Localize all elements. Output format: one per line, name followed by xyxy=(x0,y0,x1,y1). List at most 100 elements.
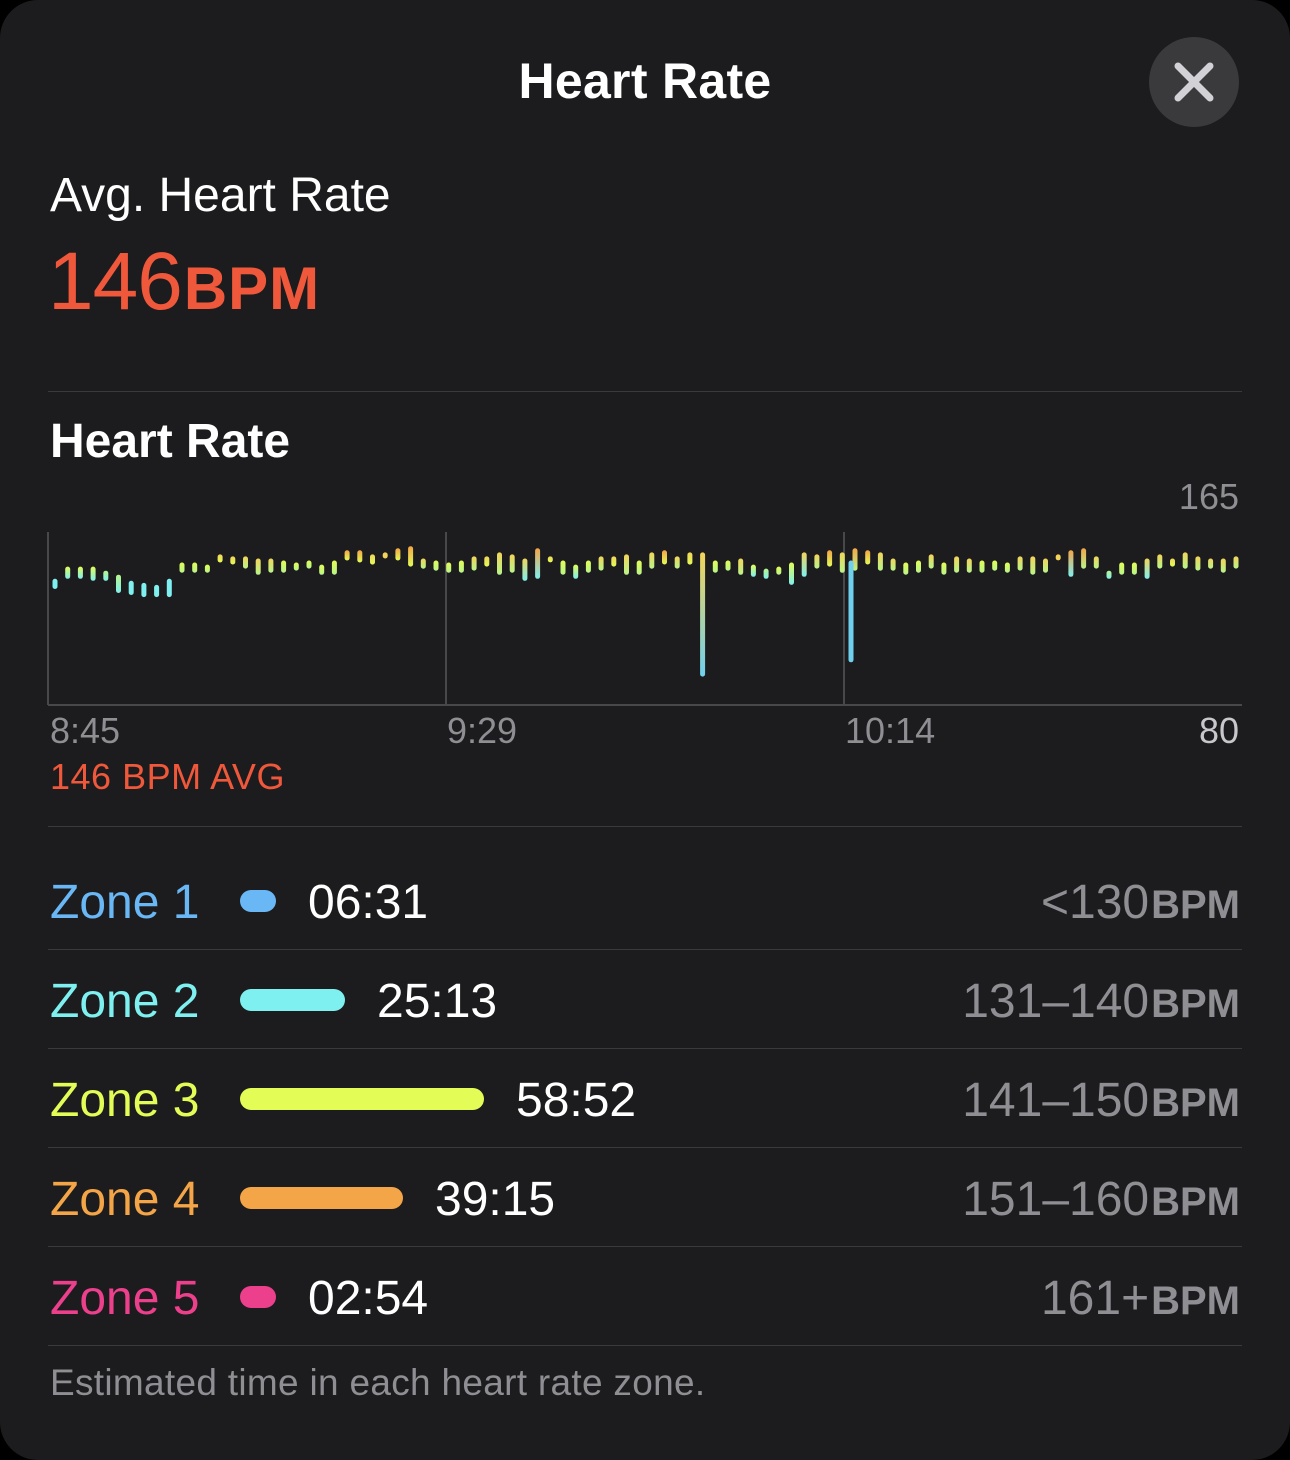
heart-rate-bar xyxy=(408,546,414,567)
heart-rate-bar xyxy=(357,550,363,563)
heart-rate-bar xyxy=(166,578,172,598)
heart-rate-bar xyxy=(1068,550,1074,577)
heart-rate-bar xyxy=(77,566,83,579)
heart-rate-bar xyxy=(281,560,287,573)
zone-time: 25:13 xyxy=(377,975,498,1028)
heart-rate-bar xyxy=(293,562,299,571)
heart-rate-bar xyxy=(116,574,121,593)
heart-rate-bar xyxy=(1170,558,1175,567)
heart-rate-bar xyxy=(1119,562,1125,575)
zone-range-value: 151–160 xyxy=(962,1173,1150,1226)
zone-duration-bar xyxy=(240,1088,484,1110)
heart-rate-bar xyxy=(458,560,464,573)
heart-rate-bar xyxy=(624,554,629,575)
heart-rate-bar xyxy=(1055,554,1061,561)
heart-rate-bar xyxy=(763,568,769,579)
zone-range: <130BPM xyxy=(1041,875,1240,930)
heart-rate-bar xyxy=(1081,548,1087,569)
heart-rate-bar xyxy=(306,560,312,569)
heart-rate-bar xyxy=(1195,556,1201,571)
zone-row-5[interactable]: Zone 5 02:54 161+BPM xyxy=(48,1247,1242,1346)
heart-rate-bar xyxy=(497,552,502,575)
heart-rate-bar xyxy=(928,554,934,569)
heart-rate-bar xyxy=(255,558,261,575)
heart-rate-bar xyxy=(331,560,337,575)
heart-rate-bar xyxy=(103,570,109,581)
avg-heart-rate-value: 146BPM xyxy=(48,235,320,329)
heart-rate-bar xyxy=(1220,558,1226,573)
heart-rate-bar xyxy=(471,556,477,571)
heart-rate-bar xyxy=(522,558,528,581)
heart-rate-bar xyxy=(1144,558,1150,579)
heart-rate-bar xyxy=(801,552,807,577)
zone-range: 141–150BPM xyxy=(962,1073,1240,1128)
heart-rate-chart[interactable]: 165 8:45 9:29 10:14 80 xyxy=(0,470,1290,760)
x-tick-label: 10:14 xyxy=(845,710,935,751)
zone-range: 151–160BPM xyxy=(962,1172,1240,1227)
zone-range: 161+BPM xyxy=(1041,1271,1240,1326)
heart-rate-bar xyxy=(916,560,921,573)
zone-range-value: 131–140 xyxy=(962,975,1150,1028)
heart-rate-bar xyxy=(712,560,718,573)
heart-rate-bar xyxy=(979,560,985,573)
heart-rate-bar xyxy=(877,552,883,571)
zone-range-value: <130 xyxy=(1040,876,1150,929)
zone-duration-bar xyxy=(240,1187,403,1209)
x-tick-label: 8:45 xyxy=(50,710,120,751)
zone-name: Zone 5 xyxy=(50,1272,200,1325)
footnote: Estimated time in each heart rate zone. xyxy=(50,1362,706,1403)
zone-name: Zone 1 xyxy=(50,876,200,929)
zone-range-unit: BPM xyxy=(1151,982,1240,1026)
divider xyxy=(48,1048,1242,1049)
avg-heart-rate-unit: BPM xyxy=(183,255,321,322)
zone-row-1[interactable]: Zone 1 06:31 <130BPM xyxy=(48,851,1242,950)
heart-rate-bar xyxy=(865,550,871,565)
heart-rate-bar xyxy=(776,566,782,575)
heart-rate-bar xyxy=(1106,570,1112,579)
heart-rate-bar xyxy=(1157,554,1163,569)
heart-rate-bar xyxy=(243,556,248,569)
heart-rate-bar xyxy=(547,556,553,563)
zone-name: Zone 2 xyxy=(50,975,200,1028)
heart-rate-bar xyxy=(903,562,909,575)
heart-rate-bar xyxy=(827,550,833,567)
heart-rate-bar xyxy=(65,566,71,579)
heart-rate-bar xyxy=(1208,558,1214,569)
heart-rate-bar xyxy=(446,562,452,573)
zone-row-3[interactable]: Zone 3 58:52 141–150BPM xyxy=(48,1049,1242,1148)
y-min-label: 80 xyxy=(1199,710,1239,751)
zone-name: Zone 3 xyxy=(50,1074,200,1127)
zone-time: 58:52 xyxy=(516,1074,637,1127)
divider xyxy=(48,1246,1242,1247)
heart-rate-bars xyxy=(52,546,1239,677)
heart-rate-bar xyxy=(192,562,198,573)
zone-row-2[interactable]: Zone 2 25:13 131–140BPM xyxy=(48,950,1242,1049)
heart-rate-bar xyxy=(509,554,515,573)
heart-rate-bar xyxy=(573,564,579,579)
heart-rate-bar xyxy=(433,560,439,571)
zone-row-4[interactable]: Zone 4 39:15 151–160BPM xyxy=(48,1148,1242,1247)
heart-rate-bar xyxy=(420,558,426,569)
avg-heart-rate-label: Avg. Heart Rate xyxy=(50,169,391,222)
zone-time: 39:15 xyxy=(435,1173,556,1226)
heart-rate-bar xyxy=(848,560,854,663)
xmark-icon xyxy=(1174,62,1214,102)
heart-rate-bar xyxy=(725,560,731,571)
heart-rate-bar xyxy=(852,548,858,571)
heart-rate-bar xyxy=(839,552,845,573)
sheet-title: Heart Rate xyxy=(518,53,772,109)
heart-rate-bar xyxy=(179,562,185,573)
heart-rate-bar xyxy=(585,560,591,573)
heart-rate-bar xyxy=(1233,556,1239,569)
zone-range-unit: BPM xyxy=(1151,1081,1240,1125)
heart-rate-bar xyxy=(128,580,134,595)
heart-rate-bar xyxy=(598,556,604,571)
divider xyxy=(48,1147,1242,1148)
close-button[interactable] xyxy=(1149,37,1239,127)
zone-duration-bar xyxy=(240,1286,276,1308)
heart-rate-bar xyxy=(636,560,642,575)
heart-rate-bar xyxy=(154,584,160,598)
zone-range-unit: BPM xyxy=(1151,883,1240,927)
zone-range-unit: BPM xyxy=(1151,1279,1240,1323)
